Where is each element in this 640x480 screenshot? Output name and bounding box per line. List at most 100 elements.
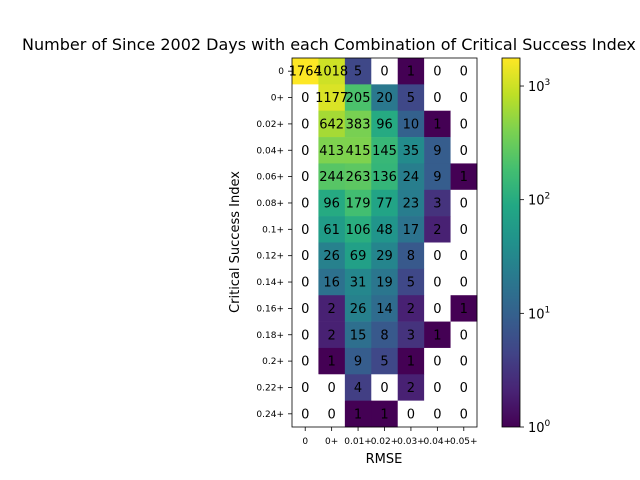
cell-value-label: 2 xyxy=(433,223,441,238)
heatmap-cell xyxy=(424,268,451,296)
cell-value-label: 1764 xyxy=(289,65,322,80)
x-tick-label: 0.04+ xyxy=(424,437,452,447)
heatmap-cell xyxy=(292,84,319,112)
heatmap-cell xyxy=(344,347,372,375)
heatmap-cell xyxy=(292,137,319,164)
heatmap-cell xyxy=(371,216,399,243)
heatmap-cell xyxy=(318,84,346,112)
cell-value-label: 1 xyxy=(433,117,441,132)
heatmap-cell xyxy=(344,374,372,401)
cell-value-label: 77 xyxy=(376,196,393,211)
cell-value-label: 1 xyxy=(460,302,468,317)
cell-value-label: 0 xyxy=(433,249,441,264)
heatmap-cell xyxy=(344,268,372,296)
cell-value-label: 0 xyxy=(460,91,468,106)
cell-value-label: 0 xyxy=(328,407,336,422)
x-tick-label: 0+ xyxy=(325,437,338,447)
heatmap-cell xyxy=(424,321,451,349)
cell-value-label: 0 xyxy=(433,355,441,370)
heatmap-cell xyxy=(450,216,478,243)
heatmap-cell xyxy=(424,110,451,138)
cell-value-label: 16 xyxy=(323,276,340,291)
cell-value-label: 26 xyxy=(323,249,340,264)
cell-value-label: 244 xyxy=(319,170,344,185)
cell-value-label: 9 xyxy=(433,170,441,185)
cell-value-label: 61 xyxy=(323,223,340,238)
cell-value-label: 2 xyxy=(407,381,415,396)
heatmap-cell xyxy=(397,400,425,428)
cell-value-label: 2 xyxy=(407,302,415,317)
heatmap-cell xyxy=(371,268,399,296)
y-tick-label: 0.06+ xyxy=(256,173,284,183)
colorbar-tick-label: 103 xyxy=(528,78,550,95)
cell-value-label: 0 xyxy=(301,407,309,422)
y-tick-label: 0.16+ xyxy=(256,304,284,314)
cell-value-label: 0 xyxy=(301,302,309,317)
heatmap-cell xyxy=(371,137,399,164)
cell-value-label: 136 xyxy=(372,170,397,185)
heatmap-cell xyxy=(450,84,478,112)
cell-value-label: 413 xyxy=(319,144,344,159)
cell-value-label: 0 xyxy=(460,144,468,159)
cell-value-label: 0 xyxy=(460,249,468,264)
colorbar-tick-label: 102 xyxy=(528,192,550,209)
heatmap-cell xyxy=(424,137,451,164)
cell-value-label: 0 xyxy=(433,381,441,396)
cell-value-label: 17 xyxy=(403,223,420,238)
x-tick-label: 0.01+ xyxy=(344,437,372,447)
cell-value-label: 96 xyxy=(323,196,340,211)
heatmap-cell xyxy=(318,295,346,322)
heatmap-cell xyxy=(397,189,425,217)
x-axis-ticks: 0 0+ 0.01+0.02+0.03+0.04+0.05+ xyxy=(302,427,478,447)
cell-value-label: 19 xyxy=(376,276,393,291)
y-axis-label: Critical Success Index xyxy=(228,171,243,313)
heatmap-cell xyxy=(292,163,319,191)
heatmap-cell xyxy=(450,374,478,401)
y-tick-label: 0.24+ xyxy=(256,410,284,420)
cell-value-label: 1177 xyxy=(315,91,348,106)
heatmap-cell xyxy=(344,216,372,243)
cell-value-label: 0 xyxy=(301,381,309,396)
heatmap-cell xyxy=(292,347,319,375)
y-tick-label: 0.08+ xyxy=(256,199,284,209)
heatmap-cell xyxy=(397,242,425,270)
cell-value-label: 0 xyxy=(301,144,309,159)
heatmap-cell xyxy=(397,110,425,138)
cell-value-label: 0 xyxy=(460,407,468,422)
x-axis-label: RMSE xyxy=(366,452,403,467)
cell-value-label: 0 xyxy=(460,117,468,132)
heatmap-cell xyxy=(318,374,346,401)
heatmap-cell xyxy=(318,400,346,428)
cell-value-label: 0 xyxy=(301,91,309,106)
heatmap-cell xyxy=(424,347,451,375)
cell-value-label: 8 xyxy=(380,328,388,343)
cell-value-label: 0 xyxy=(407,407,415,422)
heatmap-cell xyxy=(450,137,478,164)
heatmap-cell xyxy=(318,347,346,375)
x-tick-label: 0.05+ xyxy=(450,437,478,447)
heatmap-cell xyxy=(371,84,399,112)
cell-value-label: 0 xyxy=(460,196,468,211)
heatmap-cell xyxy=(424,242,451,270)
heatmap-cell xyxy=(371,347,399,375)
cell-value-label: 0 xyxy=(433,91,441,106)
heatmap-cell xyxy=(318,216,346,243)
cell-value-label: 0 xyxy=(460,381,468,396)
heatmap-cell xyxy=(371,58,399,85)
heatmap-cell xyxy=(344,137,372,164)
cell-value-label: 0 xyxy=(380,65,388,80)
heatmap-cell xyxy=(344,321,372,349)
heatmap-cell xyxy=(424,400,451,428)
cell-value-label: 0 xyxy=(433,276,441,291)
cell-value-label: 10 xyxy=(403,117,420,132)
cell-value-label: 1 xyxy=(407,65,415,80)
heatmap-cell xyxy=(450,110,478,138)
heatmap-cell xyxy=(292,216,319,243)
heatmap-cell xyxy=(344,400,372,428)
heatmap-cell xyxy=(397,58,425,85)
cell-value-label: 3 xyxy=(407,328,415,343)
cell-value-label: 1 xyxy=(460,170,468,185)
cell-value-label: 0 xyxy=(301,276,309,291)
cell-value-label: 1018 xyxy=(315,65,348,80)
